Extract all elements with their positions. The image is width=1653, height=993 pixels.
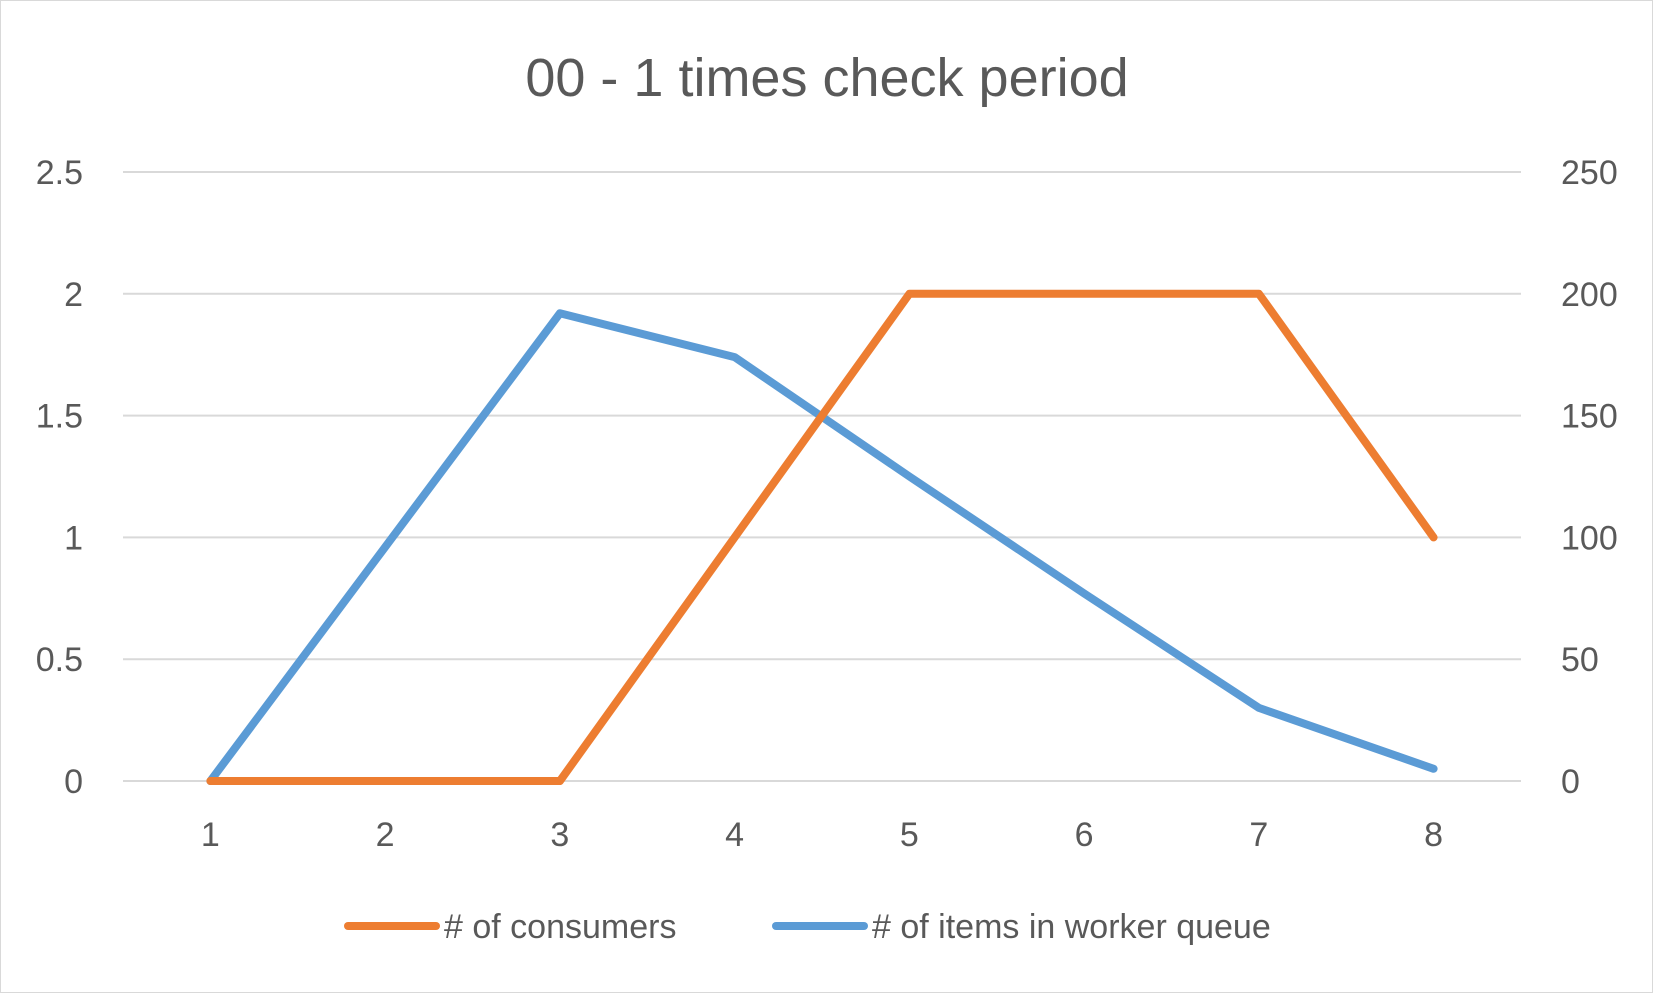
x-tick-label: 6	[1075, 816, 1094, 854]
left-tick-label: 2	[64, 276, 83, 314]
left-tick-label: 1	[64, 519, 83, 557]
x-tick-label: 5	[900, 816, 919, 854]
x-tick-label: 1	[201, 816, 220, 854]
series-lines	[206, 289, 1438, 785]
chart-title: 00 - 1 times check period	[525, 48, 1128, 108]
left-tick-label: 2.5	[36, 154, 83, 192]
left-tick-label: 1.5	[36, 398, 83, 436]
right-axis-labels: 0 50 100 150 200 250	[1561, 154, 1618, 801]
x-tick-label: 3	[550, 816, 569, 854]
right-tick-label: 0	[1561, 763, 1580, 801]
left-tick-label: 0	[64, 763, 83, 801]
x-axis-labels: 1 2 3 4 5 6 7 8	[201, 816, 1443, 854]
x-tick-label: 7	[1249, 816, 1268, 854]
legend-label: # of consumers	[444, 908, 676, 946]
left-tick-label: 0.5	[36, 641, 83, 679]
x-tick-label: 2	[376, 816, 395, 854]
gridlines	[123, 171, 1521, 782]
right-tick-label: 100	[1561, 519, 1618, 557]
series-line-consumers	[206, 289, 1438, 785]
left-axis-labels: 0 0.5 1 1.5 2 2.5	[36, 154, 83, 801]
legend: # of consumers # of items in worker queue	[344, 908, 1271, 946]
x-tick-label: 4	[725, 816, 744, 854]
series-line-worker-queue	[206, 309, 1438, 785]
x-tick-label: 8	[1424, 816, 1443, 854]
right-tick-label: 250	[1561, 154, 1618, 192]
right-tick-label: 50	[1561, 641, 1599, 679]
right-tick-label: 150	[1561, 398, 1618, 436]
legend-label: # of items in worker queue	[872, 908, 1271, 946]
right-tick-label: 200	[1561, 276, 1618, 314]
